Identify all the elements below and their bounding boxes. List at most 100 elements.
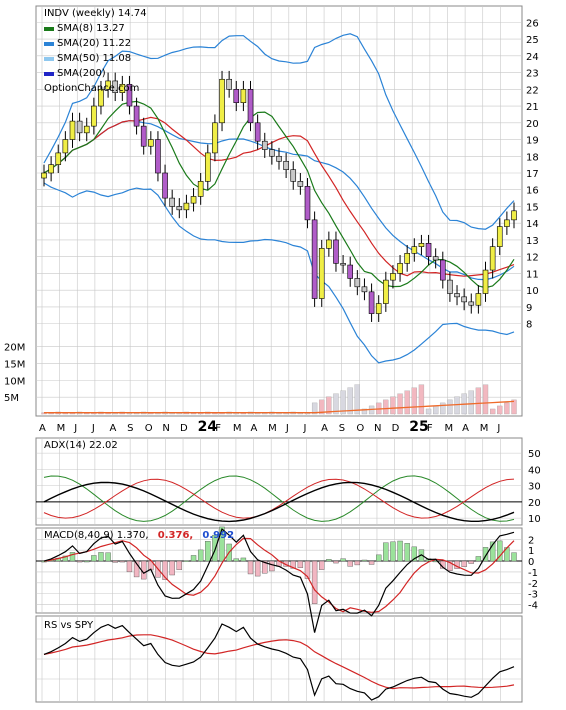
watermark: OptionChance.com	[44, 83, 140, 94]
candle-body	[48, 164, 54, 174]
candle-body	[69, 120, 76, 140]
candle-body	[140, 125, 147, 147]
legend-item-sma50: SMA(50) 11.08	[44, 51, 147, 66]
month-tick-label: J	[91, 423, 95, 434]
candle-body	[91, 105, 97, 127]
candle-body	[390, 273, 396, 281]
volume-bar	[475, 387, 482, 415]
legend-item-sma200: SMA(200)	[44, 66, 147, 81]
volume-bar	[433, 405, 439, 415]
macd-histogram-bar	[411, 546, 417, 562]
month-tick-label: F	[427, 423, 433, 434]
volume-bar	[440, 402, 446, 415]
macd-histogram-bar	[112, 560, 118, 563]
bollinger-upper	[43, 33, 515, 230]
candle-body	[383, 279, 389, 304]
candle-body	[304, 186, 311, 221]
candle-body	[83, 125, 90, 134]
volume-average-line	[44, 400, 515, 414]
candle-body	[226, 78, 232, 90]
macd-histogram-bar	[176, 560, 182, 571]
macd-histogram-bar	[489, 541, 496, 562]
volume-bar	[425, 408, 432, 415]
candle-body	[105, 80, 111, 90]
adx-tick-label: 50	[528, 449, 541, 460]
volume-bar	[411, 387, 417, 415]
price-tick-label: 10	[526, 286, 539, 297]
bollinger-lower	[43, 182, 515, 364]
volume-bar	[311, 402, 318, 415]
candle-body	[276, 155, 282, 162]
candle-body	[468, 301, 475, 306]
macd-histogram-bar	[319, 560, 325, 570]
volume-tick-label: 10M	[4, 376, 25, 387]
macd-histogram-bar	[76, 560, 83, 563]
price-tick-label: 17	[526, 169, 539, 180]
macd-histogram-bar	[119, 560, 126, 563]
price-tick-label: 18	[526, 152, 539, 163]
candle-body	[340, 263, 346, 266]
candle-body	[55, 152, 62, 165]
volume-tick-label: 15M	[4, 360, 25, 371]
candle-body	[447, 279, 453, 294]
macd-histogram-bar	[169, 560, 175, 576]
macd-histogram-bar	[497, 540, 503, 562]
month-tick-label: M	[444, 423, 453, 434]
macd-histogram-bar	[212, 534, 218, 562]
candle-body	[418, 242, 425, 247]
month-tick-label: D	[392, 423, 400, 434]
adx-tick-label: 20	[528, 498, 541, 509]
macd-tick-label: 2	[528, 535, 534, 546]
volume-bar	[354, 384, 360, 415]
macd-histogram-bar	[447, 560, 453, 571]
candle-body	[155, 139, 161, 174]
volume-bar	[482, 384, 489, 415]
candle-body	[41, 172, 47, 179]
month-tick-label: A	[321, 423, 328, 434]
adx-minus-di-line	[43, 478, 515, 519]
volume-bar	[333, 393, 339, 415]
legend-item-sma20: SMA(20) 11.22	[44, 36, 147, 51]
macd-histogram-bar	[468, 560, 474, 564]
macd-histogram-bar	[397, 540, 403, 562]
volume-bar	[454, 396, 460, 415]
macd-histogram-bar	[326, 559, 332, 562]
macd-histogram-bar	[105, 552, 111, 562]
candle-body	[297, 181, 304, 187]
volume-bar	[397, 393, 403, 415]
candle-body	[219, 78, 225, 124]
month-tick-label: J	[285, 423, 289, 434]
macd-histogram-bar	[347, 560, 353, 567]
month-tick-label: M	[57, 423, 66, 434]
month-tick-label: A	[251, 423, 258, 434]
candle-body	[162, 172, 168, 199]
macd-histogram-bar	[205, 541, 211, 562]
price-tick-label: 22	[526, 85, 539, 96]
price-tick-label: 24	[526, 52, 539, 63]
candle-body	[169, 197, 175, 207]
volume-bar	[361, 408, 368, 415]
price-tick-label: 19	[526, 136, 539, 147]
macd-histogram-bar	[84, 560, 90, 563]
macd-tick-label: 0	[528, 557, 534, 568]
macd-histogram-bar	[126, 560, 133, 573]
macd-histogram-bar	[354, 560, 361, 566]
macd-histogram-bar	[340, 558, 346, 562]
macd-histogram-bar	[197, 549, 204, 562]
volume-bar	[347, 387, 353, 415]
volume-bar	[418, 384, 425, 415]
candle-body	[404, 253, 410, 264]
candle-body	[368, 291, 375, 314]
candle-body	[148, 139, 154, 147]
price-tick-label: 26	[526, 18, 539, 29]
month-tick-label: S	[339, 423, 345, 434]
candle-body	[62, 139, 69, 154]
macd-histogram-bar	[233, 558, 239, 562]
price-tick-label: 8	[526, 320, 532, 331]
panel-frame-0	[35, 5, 523, 417]
candle-body	[397, 263, 403, 274]
candle-body	[504, 219, 510, 227]
chart-title: INDV (weekly) 14.74	[44, 8, 147, 19]
month-tick-label: A	[39, 423, 46, 434]
